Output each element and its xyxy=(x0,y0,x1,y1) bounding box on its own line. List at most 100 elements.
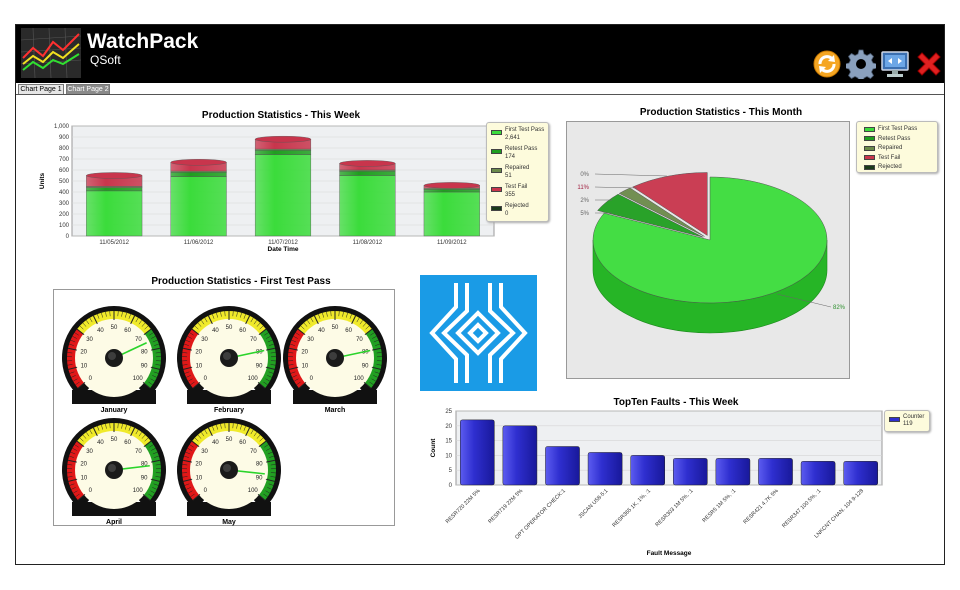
gauge-tick-label: 70 xyxy=(250,449,257,455)
fault-bar xyxy=(758,458,793,486)
gauge-tick xyxy=(121,311,123,317)
gauge-tick xyxy=(349,313,352,319)
gauge-tick xyxy=(155,364,161,366)
y-tick-label: 500 xyxy=(59,179,70,185)
legend-swatch xyxy=(491,206,502,211)
gauge-hub-highlight xyxy=(223,464,231,472)
gauge-tick xyxy=(245,427,251,437)
bar-segment xyxy=(170,176,227,237)
gauge-tick xyxy=(151,448,156,451)
gauge-tick xyxy=(135,317,139,323)
bar-cap xyxy=(170,159,227,166)
gauge-tick xyxy=(322,312,324,318)
gauge-tick-label: 80 xyxy=(362,350,369,356)
gauge-tick-label: 0 xyxy=(310,376,314,382)
gauge-tick xyxy=(253,432,258,437)
gauge-tick xyxy=(69,455,74,458)
legend-swatch xyxy=(491,187,502,192)
gauge-tick-label: 40 xyxy=(97,440,104,446)
gauge-tick xyxy=(74,332,79,336)
gauge-tick-label: 50 xyxy=(332,325,339,331)
gauge-tick xyxy=(190,381,195,386)
gauge-tick xyxy=(296,381,301,386)
pie-slice xyxy=(632,172,708,236)
gauge-tick xyxy=(200,432,205,437)
legend-swatch xyxy=(864,164,875,170)
gauges-panel: 0 10 20 30 40 50 60 70 80 90 100 January 0 10 20 30 40 50… xyxy=(53,289,395,526)
gauge-tick xyxy=(97,425,100,431)
gauge-tick xyxy=(70,339,76,343)
x-axis-label: Fault Message xyxy=(647,550,692,557)
gauge-tick xyxy=(372,347,382,351)
gauge-tick xyxy=(105,311,107,317)
gauge-tick xyxy=(105,423,107,429)
pie-slice-label: 0% xyxy=(580,172,589,178)
gauge-tick xyxy=(264,332,269,336)
company-logo xyxy=(420,275,537,391)
pie-slice-label: 5% xyxy=(580,211,589,217)
app-window: WatchPack QSoft Chart Page 1 xyxy=(15,24,945,565)
gauge-tick xyxy=(155,352,161,354)
gauge-tick xyxy=(359,320,364,325)
settings-gear-icon[interactable] xyxy=(846,49,876,79)
gauge-tick xyxy=(256,322,261,327)
gauge-tick xyxy=(310,317,314,323)
gauge-tick xyxy=(194,437,199,442)
legend-swatch xyxy=(864,145,875,151)
gauge-dial: 0 10 20 30 40 50 60 70 80 90 100 xyxy=(177,306,281,404)
refresh-icon[interactable] xyxy=(812,49,842,79)
tab-bar: Chart Page 1 Chart Page 2 xyxy=(16,83,944,95)
gauge-tick xyxy=(150,490,155,494)
gauge-tick xyxy=(79,437,84,442)
gauge-tick xyxy=(74,444,79,448)
gauge-tick xyxy=(204,317,208,323)
gauge-tick xyxy=(373,375,378,378)
gauge-tick xyxy=(189,332,194,336)
gauge-tick xyxy=(266,347,276,351)
monthly-chart-title: Production Statistics - This Month xyxy=(639,107,803,118)
legend-item: Test Fail 355 xyxy=(491,184,547,202)
legend-label: Test Fail xyxy=(878,154,901,161)
gauge-tick-label: 100 xyxy=(133,488,144,494)
monitor-network-icon[interactable] xyxy=(880,49,910,79)
gauge-tick-label: 50 xyxy=(111,437,118,443)
monthly-pie-chart: 82% 5% 2% 11% 0% xyxy=(577,172,846,334)
legend-item: Rejected xyxy=(864,163,902,171)
y-axis-label: Count xyxy=(430,438,437,458)
gauge-tick-label: 40 xyxy=(318,328,325,334)
gauge-tick xyxy=(73,378,78,382)
gauge-tick xyxy=(67,459,77,463)
gauge-tick xyxy=(371,366,381,370)
gauge-tick xyxy=(318,313,321,319)
gauge-label: May xyxy=(222,519,236,526)
legend-swatch xyxy=(864,155,875,160)
gauge-label: April xyxy=(106,519,122,526)
gauge-tick-label: 0 xyxy=(204,488,208,494)
gauge-tick xyxy=(373,339,379,343)
gauge-tick-label: 0 xyxy=(204,376,208,382)
gauge-tick-label: 30 xyxy=(307,337,314,343)
fault-bar xyxy=(715,458,751,486)
gauge-tick xyxy=(342,311,344,317)
tab-chart-page-2[interactable]: Chart Page 2 xyxy=(66,84,110,94)
gauge-tick xyxy=(101,424,103,430)
gauge-tick xyxy=(144,325,149,330)
close-icon[interactable] xyxy=(914,49,944,79)
gauge-tick xyxy=(143,328,152,335)
bar-cap xyxy=(86,172,143,179)
gauge-tick xyxy=(189,444,194,448)
gauge-march: 0 10 20 30 40 50 60 70 80 90 100 March xyxy=(281,302,389,416)
gauge-tick xyxy=(128,425,131,431)
gauge-tick xyxy=(194,325,199,330)
gauge-tick xyxy=(182,364,188,366)
gauge-tick xyxy=(184,483,190,486)
gauge-tick xyxy=(191,328,200,335)
gauge-tick xyxy=(190,493,195,498)
legend-value: 119 xyxy=(903,421,913,427)
pie-slice-label: 82% xyxy=(833,305,846,311)
gauge-label: February xyxy=(214,407,244,414)
gauge-tick xyxy=(192,382,201,389)
tab-chart-page-1[interactable]: Chart Page 1 xyxy=(18,84,64,94)
gauge-tick xyxy=(148,381,153,386)
legend-item: First Test Pass xyxy=(864,125,917,133)
